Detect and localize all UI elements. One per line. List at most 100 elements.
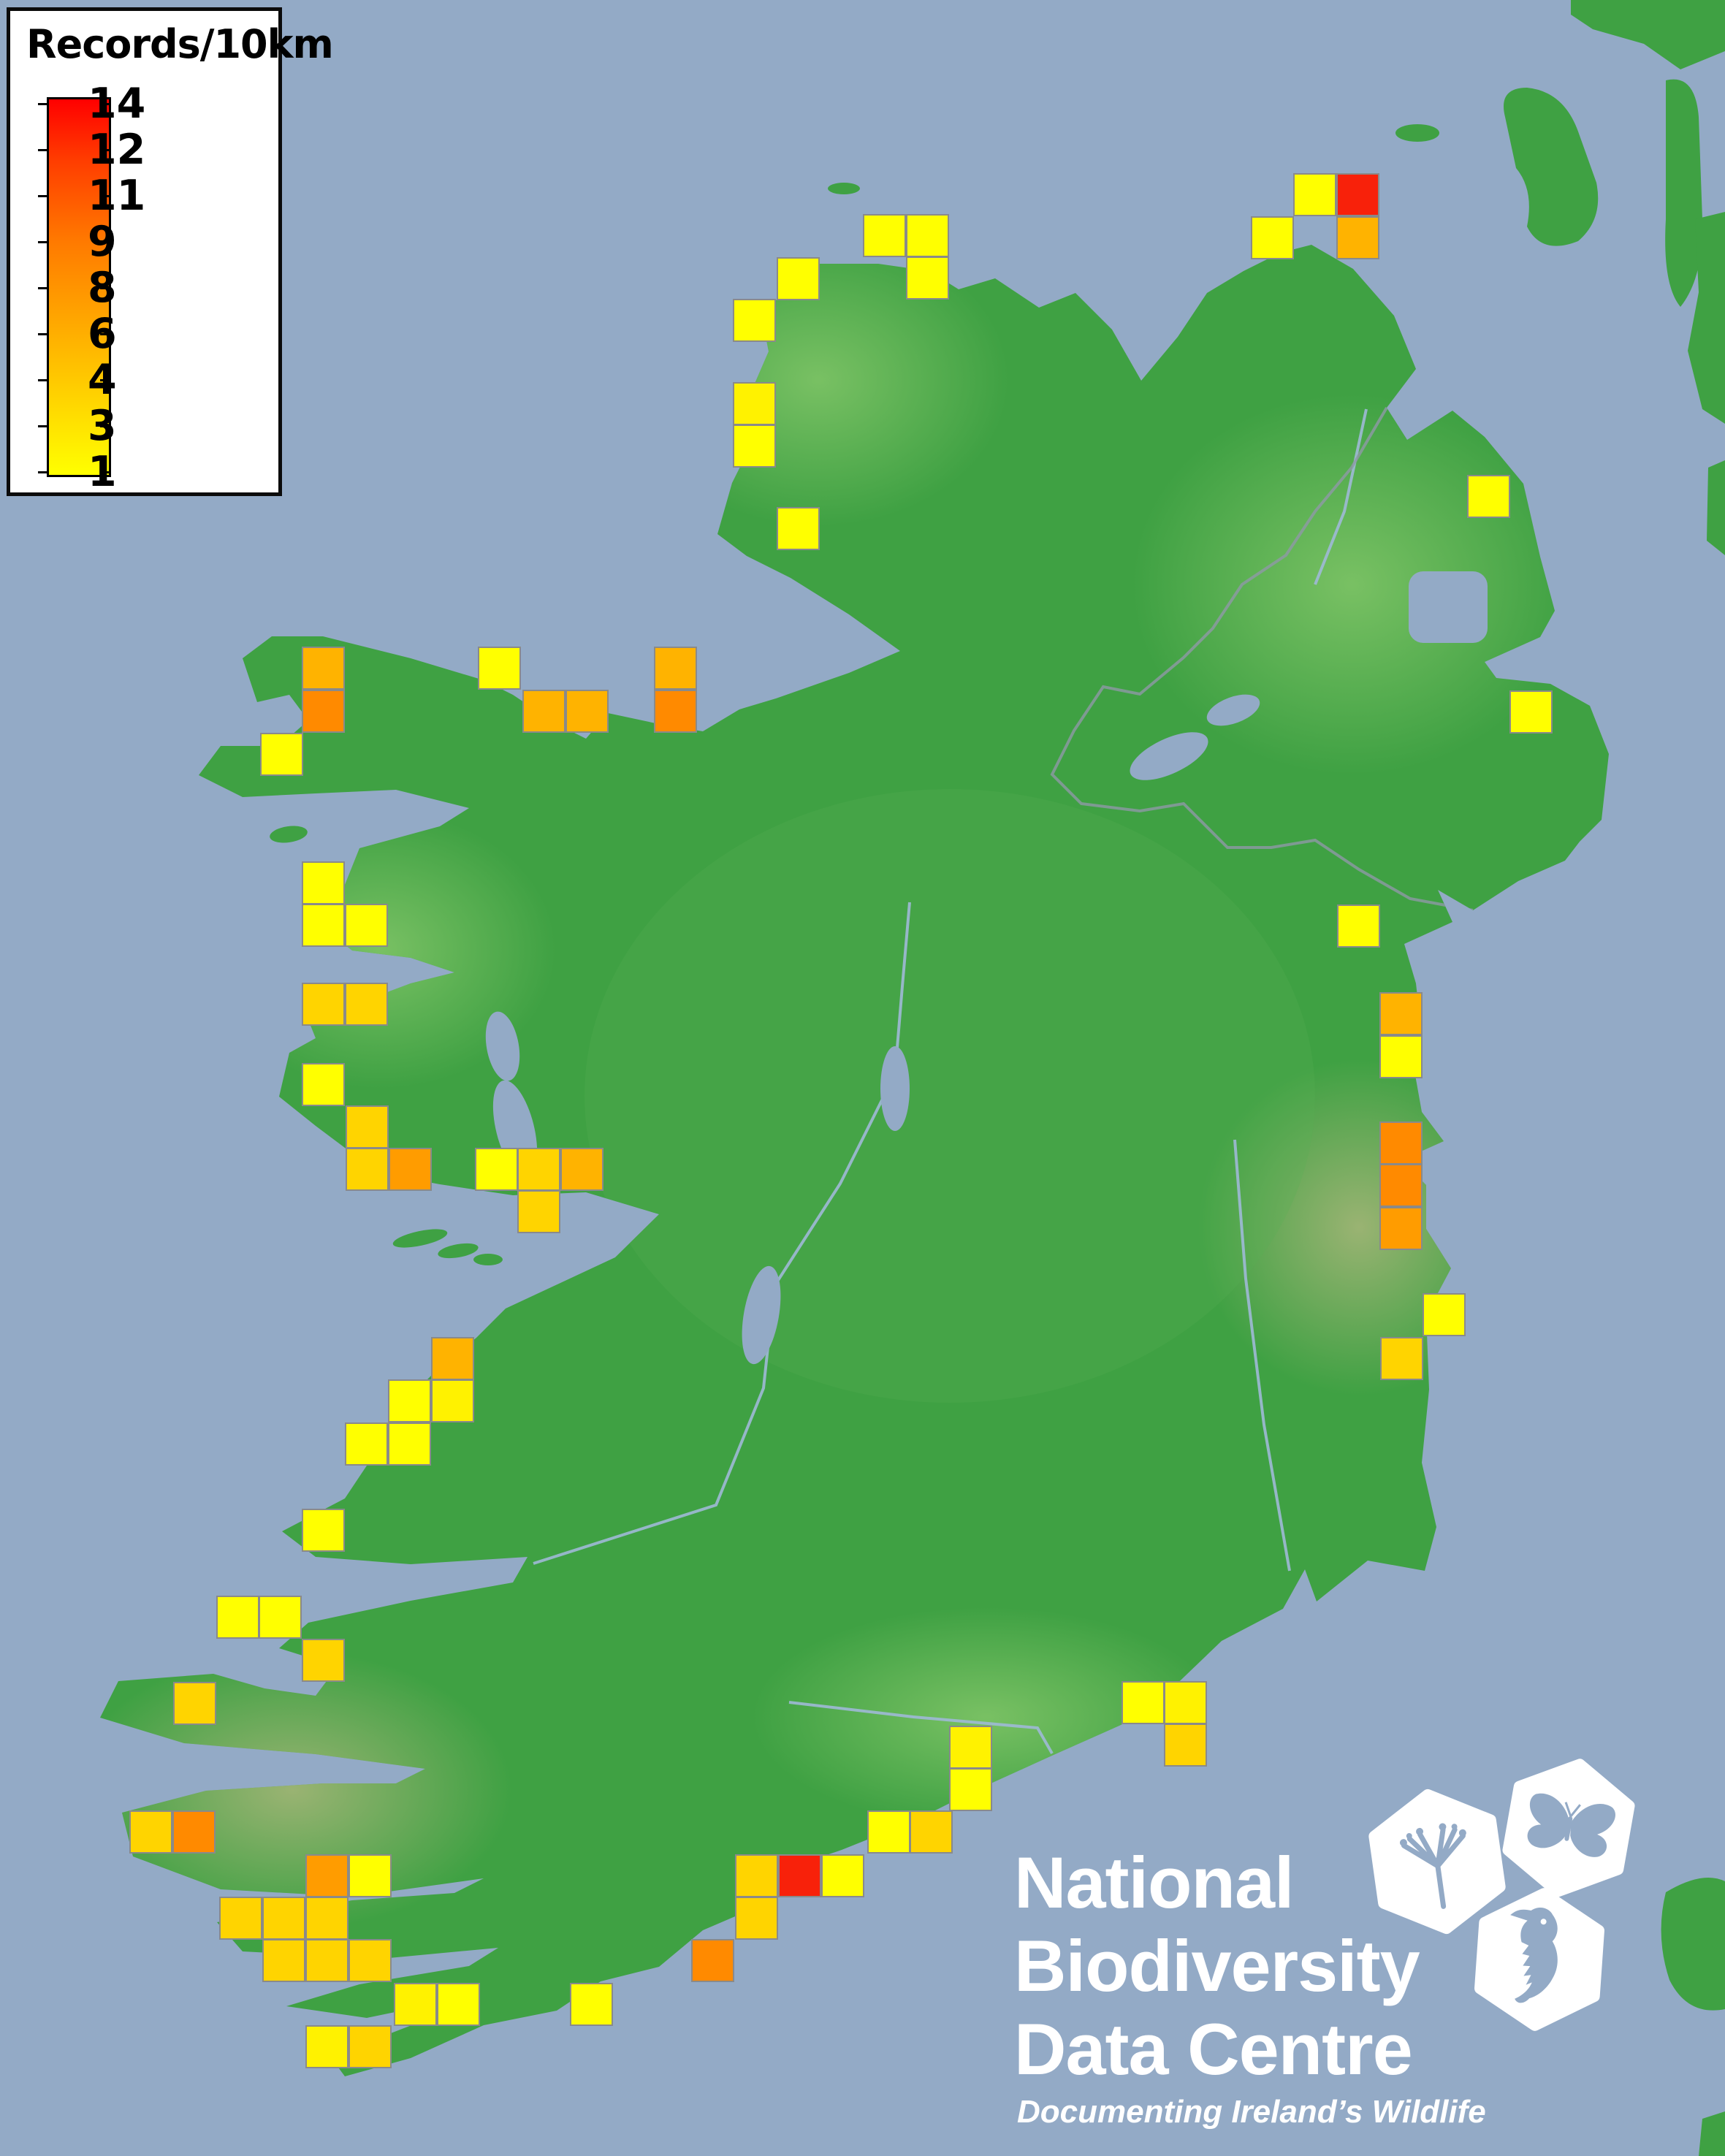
grid-cell: [475, 1148, 518, 1191]
legend-tick-mark: [38, 149, 47, 151]
grid-cell: [906, 214, 949, 257]
grid-cell: [735, 1897, 778, 1940]
grid-cell: [129, 1810, 172, 1854]
grid-cell: [517, 1148, 560, 1191]
grid-cell: [302, 904, 345, 947]
legend-tick-mark: [38, 471, 47, 473]
logo-emblem: [1368, 1759, 1635, 2031]
grid-cell: [1337, 904, 1380, 948]
grid-cell: [570, 1983, 613, 2026]
grid-cell: [735, 1854, 778, 1897]
grid-cell: [1336, 173, 1379, 216]
legend-tick-label: 12: [88, 126, 146, 174]
grid-cell: [691, 1939, 734, 1982]
legend-tick-mark: [100, 103, 109, 105]
grid-cell: [345, 1422, 388, 1466]
grid-cell: [349, 1854, 392, 1897]
legend-tick-mark: [38, 333, 47, 335]
legend-tick-mark: [38, 195, 47, 197]
grid-cell: [821, 1854, 864, 1897]
grid-cell: [1164, 1681, 1207, 1724]
neighbour-landmasses: [1395, 0, 1725, 2156]
grid-cell: [437, 1983, 480, 2026]
logo-tagline: Documenting Ireland’s Wildlife: [1017, 2094, 1486, 2130]
grid-cell: [345, 904, 388, 947]
ni-border: [1050, 406, 1474, 912]
grid-cell: [522, 690, 566, 733]
legend-tick-mark: [100, 379, 109, 381]
grid-cell: [394, 1983, 437, 2026]
grid-cell: [777, 257, 820, 300]
grid-cell: [863, 214, 906, 257]
grid-cell: [172, 1810, 216, 1854]
grid-cell: [517, 1190, 560, 1233]
grid-cell: [389, 1148, 432, 1191]
grid-cell: [1379, 1207, 1423, 1250]
grid-cell: [349, 2025, 392, 2068]
grid-cell: [867, 1810, 910, 1854]
grid-cell: [1379, 1164, 1423, 1207]
grid-cell: [1122, 1681, 1165, 1724]
grid-cell: [302, 647, 345, 690]
legend-tick-mark: [100, 195, 109, 197]
grid-cell: [1336, 216, 1379, 259]
logo-line-2: Biodiversity: [1014, 1925, 1420, 2006]
grid-cell: [260, 733, 303, 776]
grid-cell: [1379, 1121, 1423, 1165]
logo-line-3: Data Centre: [1014, 2008, 1413, 2090]
grid-cell: [302, 1509, 345, 1552]
legend-tick-mark: [100, 149, 109, 151]
grid-cell: [1251, 216, 1294, 259]
legend-title: Records/10km: [26, 21, 334, 67]
grid-cell: [949, 1768, 992, 1811]
grid-cell: [949, 1726, 992, 1769]
grid-cell: [654, 690, 697, 733]
grid-cell: [305, 1939, 349, 1982]
grid-cell: [431, 1337, 474, 1380]
grid-cell: [302, 690, 345, 733]
grid-cell: [910, 1810, 953, 1854]
grid-cell: [431, 1379, 474, 1422]
grid-cell: [219, 1897, 262, 1940]
logo-wordmark: National Biodiversity Data Centre: [1014, 1841, 1420, 2091]
lakes: [485, 571, 1488, 1365]
grid-cell: [1293, 173, 1336, 216]
legend-tick-mark: [38, 425, 47, 427]
grid-cell: [216, 1596, 259, 1639]
legend-tick-label: 14: [88, 80, 146, 128]
grid-cell: [302, 861, 345, 904]
grid-cell: [733, 382, 776, 425]
grid-cell: [346, 1105, 389, 1149]
logo-line-1: National: [1014, 1842, 1295, 1923]
grid-cell: [305, 1854, 349, 1897]
legend-tick-mark: [38, 379, 47, 381]
grid-cell: [302, 1639, 345, 1682]
legend-tick-mark: [100, 333, 109, 335]
legend-tick-mark: [38, 103, 47, 105]
grid-cell: [1467, 475, 1510, 518]
rivers: [533, 408, 1368, 1754]
grid-cell: [733, 424, 776, 468]
small-islands: [270, 183, 860, 1265]
grid-cell: [262, 1939, 305, 1982]
grid-cell: [560, 1148, 603, 1191]
grid-cell: [1509, 690, 1553, 734]
grid-cell: [388, 1422, 431, 1466]
grid-cell: [1379, 992, 1423, 1035]
grid-cell: [302, 1063, 345, 1106]
legend-tick-mark: [38, 287, 47, 289]
legend-tick-mark: [100, 241, 109, 243]
grid-cell: [349, 1939, 392, 1982]
grid-cell: [305, 1897, 349, 1940]
grid-cell: [259, 1596, 302, 1639]
grid-cell: [173, 1682, 216, 1725]
grid-cell: [1379, 1035, 1423, 1078]
grid-cell: [305, 2025, 349, 2068]
grid-cell: [478, 647, 521, 690]
grid-cell: [566, 690, 609, 733]
legend-tick-mark: [100, 471, 109, 473]
grid-cell: [1164, 1723, 1207, 1767]
grid-cell: [262, 1897, 305, 1940]
